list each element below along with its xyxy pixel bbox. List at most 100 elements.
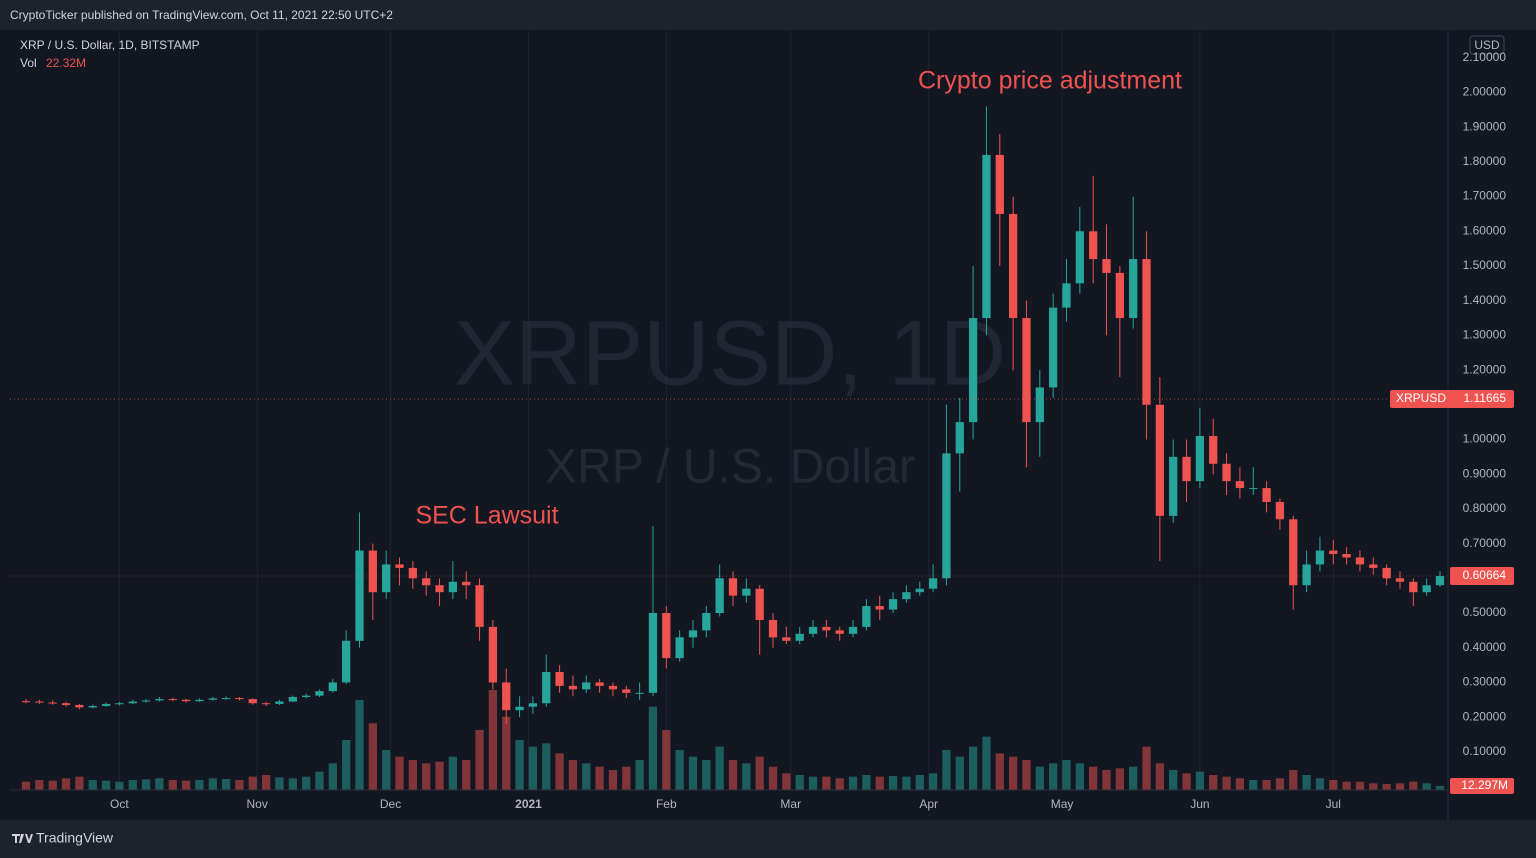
annotation: SEC Lawsuit xyxy=(415,502,558,530)
footer-bar xyxy=(0,820,1536,858)
annotation: Crypto price adjustment xyxy=(918,67,1182,95)
candle-body xyxy=(368,550,377,593)
candle-body xyxy=(235,698,244,700)
volume-bar xyxy=(568,760,578,790)
volume-bar xyxy=(155,778,164,790)
candle-body xyxy=(35,701,44,703)
currency[interactable]: USD xyxy=(1474,38,1500,52)
candle-body xyxy=(728,578,738,596)
candle-body xyxy=(1089,231,1098,260)
y-tick-label: 0.20000 xyxy=(1463,709,1507,723)
candle-body xyxy=(328,682,337,692)
y-tick-label: 1.50000 xyxy=(1463,258,1507,272)
price-line-name: XRPUSD xyxy=(1396,391,1446,405)
grid xyxy=(118,30,1334,790)
candle-body xyxy=(101,703,111,707)
volume-bar xyxy=(782,773,791,790)
volume-bar xyxy=(1222,776,1231,790)
candles xyxy=(21,106,1445,725)
volume-bar xyxy=(515,740,524,790)
x-tick-label: Jul xyxy=(1326,797,1341,811)
volume-bar xyxy=(942,750,951,790)
candle-body xyxy=(662,613,671,659)
candle-body xyxy=(1369,564,1378,568)
x-tick-label: Jun xyxy=(1190,797,1209,811)
volume-bar xyxy=(1209,775,1218,790)
volume-bar xyxy=(368,723,377,790)
candle-body xyxy=(1329,550,1338,555)
candle-body xyxy=(408,567,417,579)
volume-bar xyxy=(595,766,604,790)
candle-body xyxy=(462,581,471,586)
candle-body xyxy=(1249,488,1258,490)
volume-bar xyxy=(1169,770,1178,790)
candle-body xyxy=(1182,456,1191,482)
last-price-label: 0.60664 xyxy=(1463,568,1507,582)
candle-body xyxy=(1115,272,1124,319)
candle-body xyxy=(782,637,791,641)
currency-button[interactable] xyxy=(1469,35,1505,55)
candle-body xyxy=(1342,554,1351,558)
y-tick-label: 0.50000 xyxy=(1463,605,1507,619)
y-tick-label: 1.40000 xyxy=(1463,293,1507,307)
candle-body xyxy=(675,637,684,659)
candle-body xyxy=(208,698,217,700)
candle-body xyxy=(315,691,324,696)
volume-bar xyxy=(1382,784,1391,790)
volume-bar xyxy=(982,736,991,790)
candle-body xyxy=(1022,318,1031,423)
volume-bar xyxy=(555,753,564,790)
y-tick-label: 0.90000 xyxy=(1463,466,1507,480)
candle-body xyxy=(88,706,97,708)
volume-bar xyxy=(502,716,511,790)
volume-bar xyxy=(542,743,551,790)
candle-body xyxy=(635,692,644,694)
candle-body xyxy=(542,672,551,704)
candle-body xyxy=(61,703,71,705)
volume-bar xyxy=(302,776,311,790)
candle-body xyxy=(1155,404,1165,516)
volume-bar xyxy=(1235,778,1245,790)
volume-bar xyxy=(115,781,124,790)
publisher: CryptoTicker published on TradingView.co… xyxy=(10,8,393,22)
volume-bar xyxy=(315,771,324,790)
volume-bar xyxy=(408,760,417,790)
y-tick-label: 1.00000 xyxy=(1463,432,1507,446)
candle-body xyxy=(928,578,938,589)
candle-body xyxy=(555,672,564,686)
candle-body xyxy=(1435,576,1445,586)
candle-body xyxy=(1075,231,1084,284)
volume-bar xyxy=(195,780,204,790)
volume-bar xyxy=(61,778,71,790)
candle-body xyxy=(582,682,591,690)
volume-bar xyxy=(715,746,724,790)
candle-body xyxy=(648,613,658,693)
candle-body xyxy=(1315,550,1325,565)
candle-body xyxy=(942,453,951,579)
volume-bar xyxy=(608,770,618,790)
volume-bar xyxy=(88,780,97,790)
candle-body xyxy=(115,703,124,705)
y-tick-label: 1.30000 xyxy=(1463,328,1507,342)
volume-bar xyxy=(382,750,391,790)
candle-body xyxy=(1222,463,1231,482)
candle-body xyxy=(248,699,257,704)
candle-body xyxy=(688,630,698,638)
volume-bar xyxy=(1329,780,1338,790)
candle-body xyxy=(128,701,137,704)
candle-body xyxy=(395,564,404,568)
volume-bar xyxy=(248,776,257,790)
volume-bar xyxy=(1022,760,1031,790)
volume-bar xyxy=(462,760,471,790)
candle-body xyxy=(995,154,1004,214)
volume-bar xyxy=(902,776,911,790)
last-price-tag xyxy=(1450,567,1514,586)
price-line-tag xyxy=(1390,390,1514,409)
candle-body xyxy=(968,318,978,423)
volume-bar xyxy=(128,780,137,790)
volume-bar xyxy=(635,760,644,790)
watermark-sub: XRP / U.S. Dollar xyxy=(545,441,915,494)
volume-bar xyxy=(235,780,244,790)
candle-body xyxy=(862,606,871,627)
